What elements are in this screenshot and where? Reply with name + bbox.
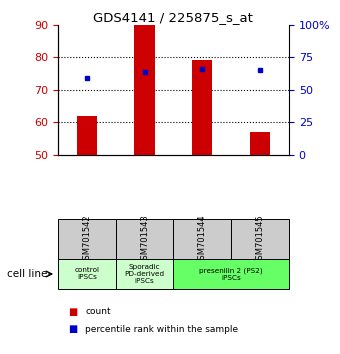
Text: control
IPSCs: control IPSCs	[74, 268, 99, 280]
Bar	[192, 61, 212, 155]
FancyBboxPatch shape	[116, 219, 173, 260]
FancyBboxPatch shape	[173, 259, 289, 289]
Text: ■: ■	[68, 307, 77, 316]
Text: percentile rank within the sample: percentile rank within the sample	[85, 325, 238, 334]
Text: GSM701544: GSM701544	[198, 215, 207, 265]
FancyBboxPatch shape	[58, 259, 116, 289]
Text: Sporadic
PD-derived
iPSCs: Sporadic PD-derived iPSCs	[124, 264, 165, 284]
Bar	[76, 116, 97, 155]
FancyBboxPatch shape	[231, 219, 289, 260]
Text: ■: ■	[68, 324, 77, 334]
Bar	[250, 132, 270, 155]
Text: count: count	[85, 307, 110, 316]
Text: presenilin 2 (PS2)
iPSCs: presenilin 2 (PS2) iPSCs	[199, 267, 263, 281]
Text: GSM701543: GSM701543	[140, 215, 149, 265]
FancyBboxPatch shape	[173, 219, 231, 260]
Text: cell line: cell line	[7, 269, 47, 279]
FancyBboxPatch shape	[58, 219, 116, 260]
Title: GDS4141 / 225875_s_at: GDS4141 / 225875_s_at	[94, 11, 253, 24]
Text: GSM701542: GSM701542	[82, 215, 91, 265]
Text: GSM701545: GSM701545	[256, 215, 265, 265]
FancyBboxPatch shape	[116, 259, 173, 289]
Bar	[134, 25, 155, 155]
